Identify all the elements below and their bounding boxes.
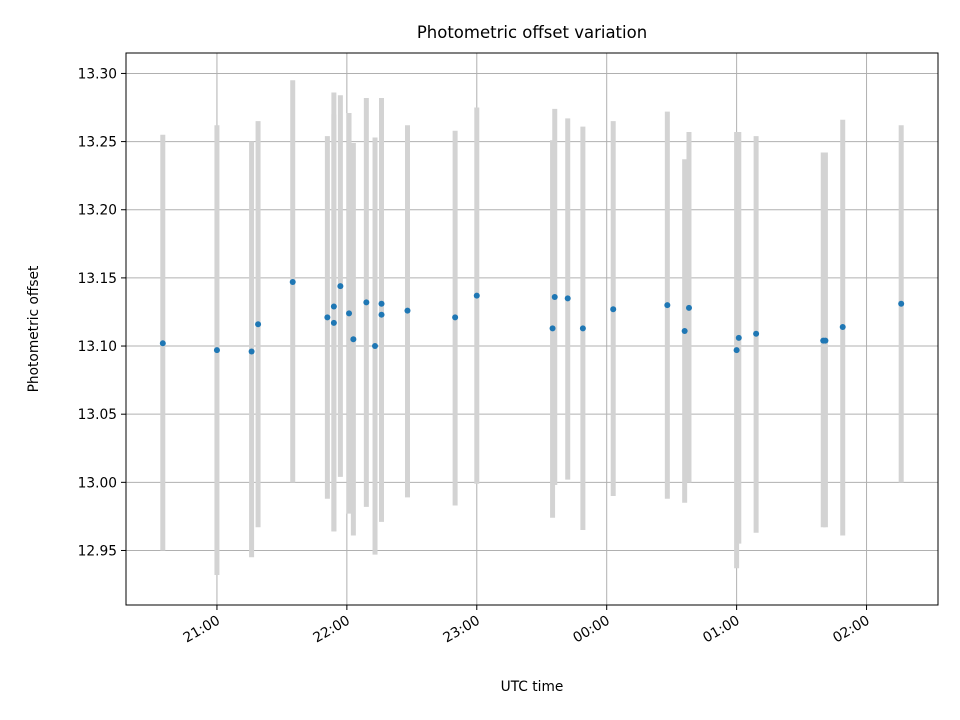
- data-point: [324, 314, 331, 321]
- y-tick-label: 13.00: [78, 475, 117, 491]
- data-point: [330, 303, 337, 310]
- chart-title: Photometric offset variation: [417, 23, 647, 42]
- data-point: [610, 306, 617, 313]
- data-point: [681, 328, 688, 335]
- data-point: [549, 325, 556, 332]
- data-point: [378, 300, 385, 307]
- data-point: [363, 299, 370, 306]
- y-tick-label: 13.15: [78, 271, 117, 287]
- data-point: [330, 319, 337, 326]
- data-point: [898, 300, 905, 307]
- y-tick-label: 12.95: [78, 543, 117, 559]
- data-point: [473, 292, 480, 299]
- y-axis-label: Photometric offset: [26, 265, 42, 392]
- data-point: [213, 347, 220, 354]
- data-point: [337, 283, 344, 290]
- data-point: [685, 304, 692, 311]
- data-point: [350, 336, 357, 343]
- data-point: [735, 334, 742, 341]
- data-points: [159, 278, 905, 355]
- data-point: [839, 323, 846, 330]
- y-tick-label: 13.25: [78, 135, 117, 151]
- data-point: [346, 310, 353, 317]
- y-tick-label: 13.30: [78, 66, 117, 82]
- y-tick-label: 13.05: [78, 407, 117, 423]
- data-point: [452, 314, 459, 321]
- x-axis-label: UTC time: [501, 679, 564, 695]
- data-point: [753, 330, 760, 337]
- data-point: [255, 321, 262, 328]
- data-point: [733, 347, 740, 354]
- data-point: [579, 325, 586, 332]
- data-point: [378, 311, 385, 318]
- data-point: [289, 278, 296, 285]
- data-point: [159, 340, 166, 347]
- data-point: [372, 343, 379, 350]
- data-point: [404, 307, 411, 314]
- y-tick-label: 13.20: [78, 203, 117, 219]
- data-point: [551, 293, 558, 300]
- y-tick-label: 13.10: [78, 339, 117, 355]
- data-point: [822, 337, 829, 344]
- data-point: [664, 302, 671, 309]
- data-point: [248, 348, 255, 355]
- axes-frame: [125, 52, 939, 606]
- data-point: [564, 295, 571, 302]
